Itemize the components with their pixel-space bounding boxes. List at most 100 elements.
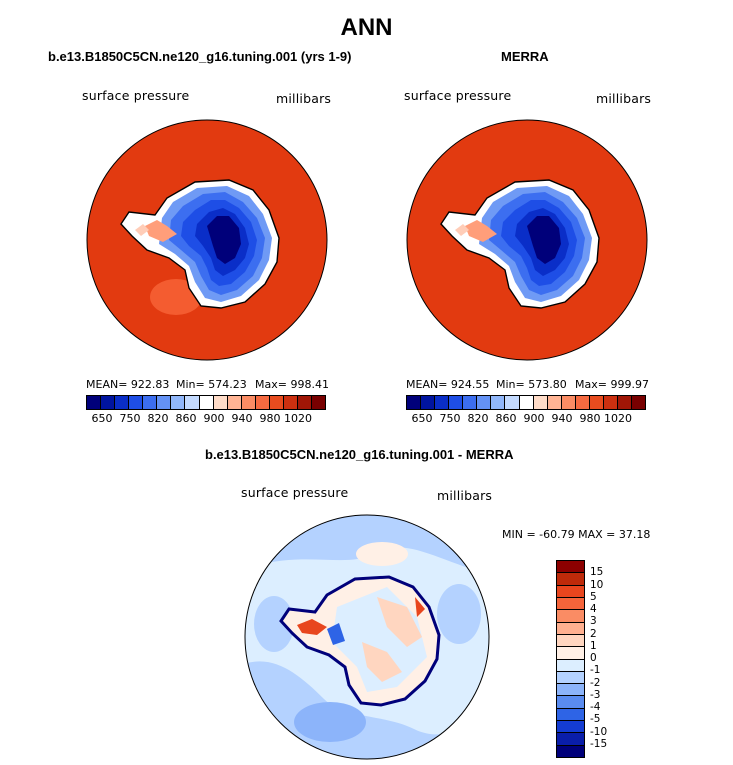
colorbar-tick-label: -4 [590,701,601,713]
colorbar-tick-label: 10 [590,578,604,591]
colorbar-tick-label: 3 [590,615,597,628]
colorbar-tick-label: 980 [579,412,601,425]
antarctica-field [120,179,280,309]
diff-field-label: surface pressure [241,485,349,500]
colorbar-tick-label: 750 [119,412,141,425]
colorbar-box [547,396,562,409]
colorbar-box [185,396,200,409]
colorbar-box [557,573,584,586]
colorbar-tick-label: 650 [411,412,433,425]
colorbar-box [241,396,256,409]
diff-colorbar-ticks: 15 10 5 4 3 2 1 0 -1 -2 -3 -4 -5 -10 -15 [590,560,630,756]
panel2-title: MERRA [501,49,549,64]
panel1-title: b.e13.B1850C5CN.ne120_g16.tuning.001 (yr… [48,49,352,64]
colorbar-box [557,696,584,709]
colorbar-box [557,634,584,648]
colorbar-box [297,396,312,409]
panel1-colorbar [86,395,326,410]
colorbar-box [463,396,478,409]
colorbar-box [557,671,584,685]
panel2-min: Min= 573.80 [496,378,567,391]
colorbar-box [557,745,584,757]
panel1-units-label: millibars [276,91,332,106]
colorbar-box [491,396,506,409]
colorbar-box [533,396,548,409]
colorbar-box [312,396,326,409]
colorbar-box [589,396,604,409]
colorbar-box [269,396,284,409]
colorbar-tick-label: 900 [203,412,225,425]
colorbar-tick-label: 940 [231,412,253,425]
colorbar-box [557,610,584,623]
figure-title: ANN [340,14,393,41]
colorbar-box [557,684,584,697]
colorbar-box [557,659,584,672]
panel2-map [406,119,648,361]
colorbar-box [557,647,584,660]
colorbar-box [557,597,584,611]
colorbar-box [561,396,576,409]
colorbar-box [632,396,646,409]
colorbar-box [255,396,270,409]
colorbar-tick-label: 15 [590,566,604,579]
colorbar-box [283,396,298,409]
colorbar-tick-label: 1 [590,639,597,652]
colorbar-tick-label: 820 [467,412,489,425]
colorbar-box [575,396,590,409]
antarctica-field [279,575,441,707]
diff-map [244,514,490,760]
panel2-field-label: surface pressure [404,88,512,103]
antarctica-field [440,179,600,309]
panel2-units-label: millibars [596,91,652,106]
colorbar-tick-label: -2 [590,676,601,689]
colorbar-tick-label: 650 [91,412,113,425]
colorbar-tick-label: 980 [259,412,281,425]
panel1-colorbar-ticks: 650 750 820 860 900 940 980 1020 [86,412,326,426]
colorbar-box [557,708,584,722]
colorbar-box [557,733,584,746]
panel1-map [86,119,328,361]
colorbar-tick-label: 820 [147,412,169,425]
colorbar-box [213,396,228,409]
panel1-field-label: surface pressure [82,88,190,103]
colorbar-box [435,396,450,409]
panel2-colorbar-ticks: 650 750 820 860 900 940 980 1020 [406,412,646,426]
colorbar-box [101,396,116,409]
diff-title: b.e13.B1850C5CN.ne120_g16.tuning.001 - M… [205,447,514,462]
colorbar-box [227,396,242,409]
colorbar-box [407,396,422,409]
panel1-min: Min= 574.23 [176,378,247,391]
colorbar-tick-label: 900 [523,412,545,425]
panel2-mean: MEAN= 924.55 [406,378,490,391]
colorbar-tick-label: -3 [590,688,601,701]
colorbar-box [557,721,584,734]
colorbar-box [449,396,464,409]
colorbar-tick-label: 5 [590,590,597,603]
diff-minmax: MIN = -60.79 MAX = 37.18 [502,528,651,541]
colorbar-tick-label: -10 [590,725,608,738]
colorbar-box [115,396,130,409]
colorbar-tick-label: 2 [590,627,597,640]
diff-colorbar [556,560,585,758]
colorbar-box [557,561,584,574]
colorbar-tick-label: 4 [590,603,597,615]
colorbar-box [519,396,534,409]
colorbar-tick-label: 1020 [284,412,312,425]
panel2-max: Max= 999.97 [575,378,649,391]
colorbar-box [87,396,102,409]
colorbar-box [505,396,520,409]
colorbar-box [199,396,214,409]
colorbar-tick-label: -15 [590,737,608,750]
colorbar-tick-label: 0 [590,652,597,664]
colorbar-box [603,396,618,409]
colorbar-box [557,585,584,598]
colorbar-tick-label: -5 [590,713,601,726]
colorbar-box [477,396,492,409]
colorbar-tick-label: -1 [590,664,601,677]
colorbar-box [157,396,172,409]
colorbar-box [129,396,144,409]
colorbar-box [557,622,584,635]
colorbar-tick-label: 750 [439,412,461,425]
colorbar-box [617,396,632,409]
colorbar-box [143,396,158,409]
